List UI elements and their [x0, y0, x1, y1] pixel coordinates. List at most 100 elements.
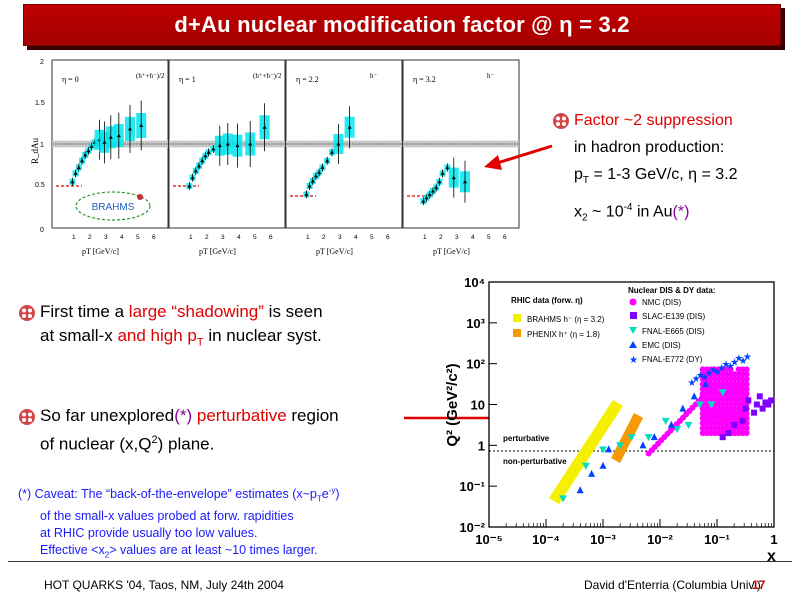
note-line1: Factor ~2 suppression [574, 112, 733, 129]
note-line3: pT = 1-3 GeV/c, η = 3.2 [574, 161, 738, 194]
e772-point: ★ [743, 352, 752, 363]
slac-point [751, 410, 757, 416]
rdau-panels-figure: R_dAu 0 0.5 1 1.5 2 η = 0 (h⁺+h⁻)/2 1 2 3 4 5 6… [28, 54, 540, 264]
panel-xtick: 5 [136, 234, 140, 241]
slac-point [745, 397, 751, 403]
nmc-point [744, 366, 750, 372]
top-ylabel: R_dAu [30, 137, 40, 164]
panel-xtick: 4 [120, 234, 124, 241]
bullet-unexplored: So far unexplored(*) perturbative region… [40, 404, 339, 457]
panel-xtick: 2 [439, 234, 443, 241]
y-tick-label: 10⁴ [464, 275, 485, 290]
top-ytick-0: 0 [40, 227, 44, 234]
svg-text:★: ★ [629, 355, 638, 366]
slide-title-bar: d+Au nuclear modification factor @ η = 3… [23, 4, 781, 46]
panel-xtick: 1 [72, 234, 76, 241]
svg-text:SLAC-E139 (DIS): SLAC-E139 (DIS) [642, 312, 705, 321]
perturbative-label: perturbative [503, 434, 550, 443]
svg-text:PHENIX h⁺ (η = 1.8): PHENIX h⁺ (η = 1.8) [527, 330, 600, 339]
x-tick-label: 10⁻⁴ [532, 532, 560, 547]
bullet-icon [18, 304, 36, 322]
slac-point [720, 434, 726, 440]
panel-xtick: 5 [253, 234, 257, 241]
panel-xtick: 3 [455, 234, 459, 241]
slac-point [740, 418, 746, 424]
footer-rule [8, 561, 792, 562]
panel-eta-label: η = 1 [179, 75, 196, 84]
panel-xtick: 2 [88, 234, 92, 241]
panel-xlabel: pT [GeV/c] [199, 247, 236, 256]
panel-xtick: 1 [189, 234, 193, 241]
caveat-note: (*) Caveat: The “back-of-the-envelope” e… [18, 482, 340, 563]
panel-xlabel: pT [GeV/c] [316, 247, 353, 256]
top-ytick-15: 1.5 [35, 100, 45, 107]
top-ytick-1: 1 [40, 142, 44, 149]
svg-text:RHIC data (forw. η): RHIC data (forw. η) [511, 296, 583, 305]
footer-author: David d'Enterria (Columbia Univ.) [584, 578, 761, 592]
nmc-point [699, 395, 705, 401]
panel-xtick: 2 [205, 234, 209, 241]
x-q2-plane-figure: Q² (GeV²/c²) x 10⁻⁵ 10⁻⁴ 10⁻³ 10⁻² 10⁻¹ 110⁴1… [437, 270, 792, 565]
panel-xtick: 6 [152, 234, 156, 241]
top-ytick-2: 2 [40, 59, 44, 66]
slac-point [743, 406, 749, 412]
bullet-shadowing: First time a large “shadowing” is seen a… [40, 300, 323, 354]
panel-species-label: h⁻ [487, 72, 495, 80]
x-tick-label: 10⁻² [647, 532, 673, 547]
bottom-xlabel: x [767, 548, 776, 565]
suppression-note: Factor ~2 suppression in hadron producti… [574, 107, 738, 232]
y-tick-label: 10⁻² [459, 520, 485, 535]
panel-xtick: 6 [503, 234, 507, 241]
x-tick-label: 10⁻¹ [704, 532, 730, 547]
slac-point [760, 406, 766, 412]
panel-eta-label: η = 0 [62, 75, 79, 84]
panel-species-label: h⁻ [370, 72, 378, 80]
y-tick-label: 10³ [466, 316, 485, 331]
svg-text:FNAL-E665 (DIS): FNAL-E665 (DIS) [642, 327, 705, 336]
panel-xlabel: pT [GeV/c] [433, 247, 470, 256]
svg-text:BRAHMS h⁻ (η = 3.2): BRAHMS h⁻ (η = 3.2) [527, 315, 605, 324]
note-line4: x2 ~ 10-4 in Au(*) [574, 194, 738, 232]
bullet-icon [552, 112, 570, 130]
slac-point [731, 422, 737, 428]
footer-conference: HOT QUARKS '04, Taos, NM, July 24th 2004 [44, 578, 284, 592]
panel-xtick: 3 [221, 234, 225, 241]
panel-xtick: 5 [370, 234, 374, 241]
slac-point [725, 430, 731, 436]
slac-point [757, 393, 763, 399]
svg-text:Nuclear DIS & DY data:: Nuclear DIS & DY data: [628, 286, 715, 295]
panel-species-label: (h⁺+h⁻)/2 [136, 72, 165, 80]
panel-species-label: (h⁺+h⁻)/2 [253, 72, 282, 80]
slac-point [768, 397, 774, 403]
svg-text:NMC (DIS): NMC (DIS) [642, 298, 681, 307]
panel-xtick: 1 [306, 234, 310, 241]
panel-xtick: 3 [338, 234, 342, 241]
y-tick-label: 10 [471, 398, 485, 413]
slide-title: d+Au nuclear modification factor @ η = 3… [174, 12, 629, 38]
panel-eta-label: η = 2.2 [296, 75, 319, 84]
note-line2: in hadron production: [574, 134, 738, 161]
non-perturbative-label: non-perturbative [503, 457, 567, 466]
panel-xtick: 6 [269, 234, 273, 241]
svg-text:FNAL-E772 (DY): FNAL-E772 (DY) [642, 355, 703, 364]
top-ytick-05: 0.5 [35, 182, 45, 189]
panel-xtick: 3 [104, 234, 108, 241]
bullet-icon [18, 408, 36, 426]
panel-xlabel: pT [GeV/c] [82, 247, 119, 256]
y-tick-label: 1 [478, 438, 485, 453]
brahms-logo-text: BRAHMS [92, 202, 135, 213]
panel-eta-label: η = 3.2 [413, 75, 436, 84]
slac-point [754, 402, 760, 408]
x-tick-label: 10⁻³ [590, 532, 616, 547]
panel-xtick: 6 [386, 234, 390, 241]
panel-xtick: 4 [471, 234, 475, 241]
panel-xtick: 2 [322, 234, 326, 241]
panel-xtick: 1 [423, 234, 427, 241]
svg-text:EMC (DIS): EMC (DIS) [642, 341, 681, 350]
panel-xtick: 5 [487, 234, 491, 241]
page-number: 17 [752, 578, 765, 592]
suppression-arrow [480, 140, 560, 180]
panel-xtick: 4 [354, 234, 358, 241]
y-tick-label: 10⁻¹ [459, 479, 485, 494]
y-tick-label: 10² [466, 357, 485, 372]
